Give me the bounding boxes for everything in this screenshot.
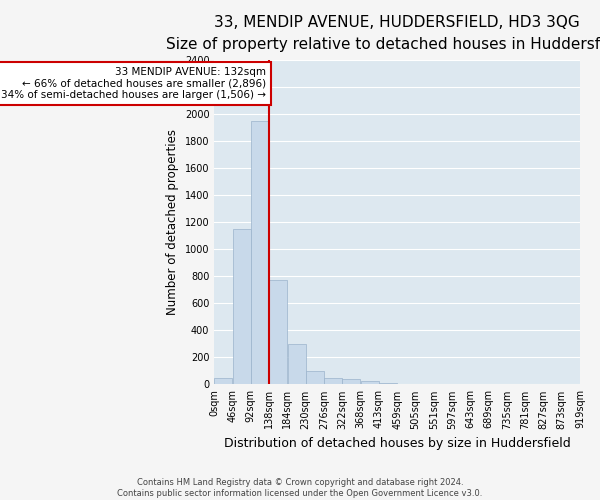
Text: Contains HM Land Registry data © Crown copyright and database right 2024.
Contai: Contains HM Land Registry data © Crown c…	[118, 478, 482, 498]
Bar	[361, 381, 379, 384]
Bar	[379, 383, 397, 384]
Text: 33 MENDIP AVENUE: 132sqm
← 66% of detached houses are smaller (2,896)
34% of sem: 33 MENDIP AVENUE: 132sqm ← 66% of detach…	[1, 67, 266, 100]
Bar	[269, 280, 287, 384]
Bar	[287, 344, 305, 385]
Bar	[233, 229, 251, 384]
Bar	[306, 371, 324, 384]
Y-axis label: Number of detached properties: Number of detached properties	[166, 130, 179, 316]
Bar	[324, 378, 342, 384]
Title: 33, MENDIP AVENUE, HUDDERSFIELD, HD3 3QG
Size of property relative to detached h: 33, MENDIP AVENUE, HUDDERSFIELD, HD3 3QG…	[166, 15, 600, 52]
X-axis label: Distribution of detached houses by size in Huddersfield: Distribution of detached houses by size …	[224, 437, 571, 450]
Bar	[214, 378, 232, 384]
Bar	[251, 121, 269, 384]
Bar	[343, 379, 361, 384]
